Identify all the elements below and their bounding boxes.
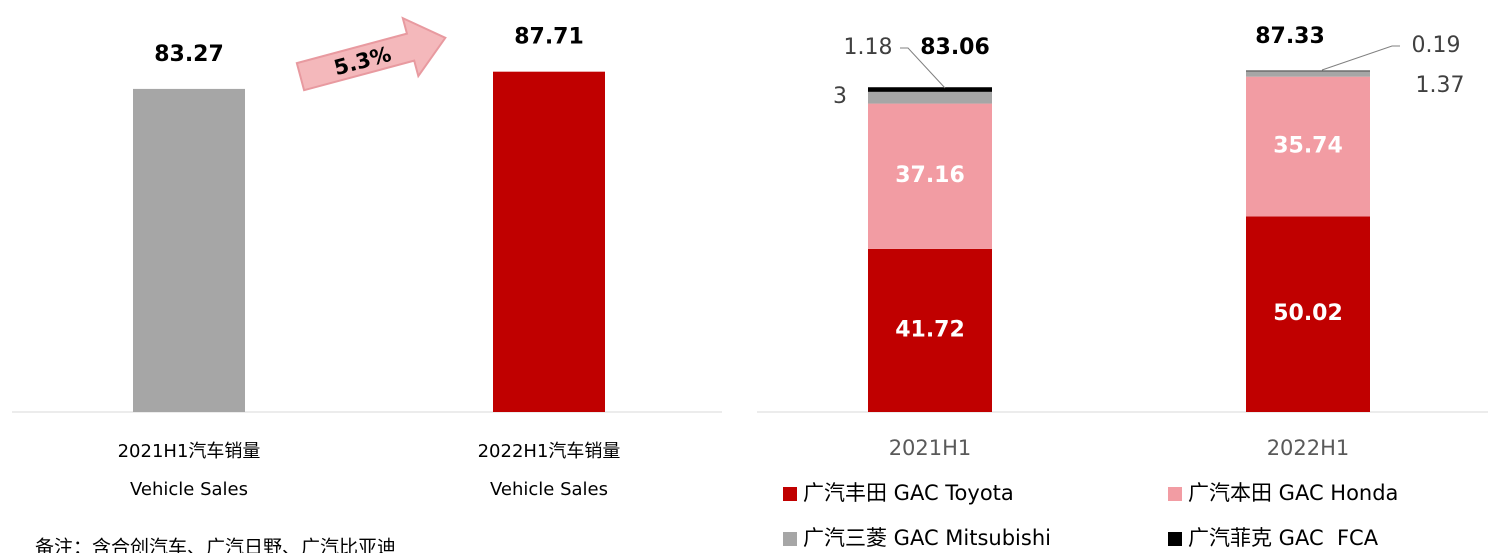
value-label: 1.18 [844,35,893,60]
total-label: 83.06 [920,35,990,60]
value-label: 3 [833,84,847,109]
bar-segment [868,248,992,412]
note: 备注：含合创汽车、广汽日野、广汽比亚迪 [35,537,396,553]
legend-swatch [783,532,797,546]
value-label: 50.02 [1273,301,1343,326]
bar [133,88,245,412]
value-label: 37.16 [895,163,965,188]
legend-label: 广汽菲克 GAC FCA [1188,526,1379,550]
value-label: 83.27 [154,42,224,67]
leader-line [1321,45,1400,71]
value-label: 35.74 [1273,134,1343,159]
legend-label: 广汽本田 GAC Honda [1188,481,1398,505]
legend-swatch [783,487,797,501]
bar-segment [1246,71,1370,77]
x-tick-label: 2021H1 [889,436,972,460]
legend-label: 广汽三菱 GAC Mitsubishi [803,526,1051,550]
value-label: 0.19 [1412,33,1461,58]
growth-arrow: 5.3% [295,16,447,92]
bar [493,71,605,412]
value-label: 87.71 [514,25,584,50]
bar-segment [868,91,992,104]
legend-swatch [1168,532,1182,546]
value-label: 1.37 [1416,73,1465,98]
bar-segment [1246,76,1370,217]
bar-segment [1246,70,1370,72]
total-label: 87.33 [1255,24,1325,49]
bar-segment [1246,216,1370,412]
x-tick-label: 2022H1汽车销量 Vehicle Sales [477,441,621,500]
value-label: 41.72 [895,317,965,342]
x-tick-label: 2022H1 [1267,436,1350,460]
bar-segment [868,87,992,92]
leader-line [900,47,946,89]
legend-swatch [1168,487,1182,501]
x-tick-label: 2021H1汽车销量 Vehicle Sales [117,441,261,500]
legend-label: 广汽丰田 GAC Toyota [803,481,1014,505]
bar-segment [868,103,992,249]
